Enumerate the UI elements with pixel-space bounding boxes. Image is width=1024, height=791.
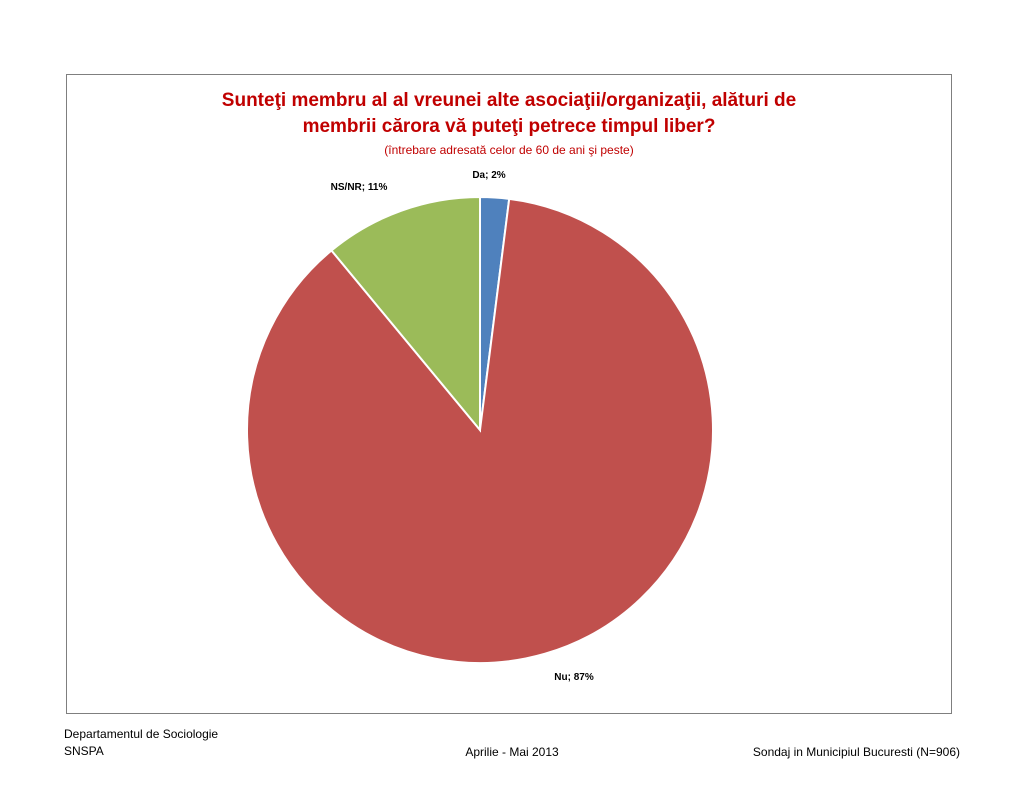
footer-department: Departamentul de Sociologie SNSPA: [64, 726, 218, 760]
footer-period: Aprilie - Mai 2013: [465, 745, 559, 759]
footer-dept-name: Departamentul de Sociologie: [64, 727, 219, 741]
pie-label-nu: Nu; 87%: [554, 672, 594, 683]
chart-frame: [66, 74, 952, 714]
chart-subtitle: (întrebare adresată celor de 60 de ani ş…: [384, 143, 634, 157]
pie-label-da: Da; 2%: [472, 170, 505, 181]
chart-title: Sunteţi membru al al vreunei alte asocia…: [66, 88, 952, 140]
footer-dept-institution: SNSPA: [64, 744, 104, 758]
pie-slice-ns-nr: [330, 195, 481, 433]
chart-title-line2: membrii cărora vă puteţi petrece timpul …: [302, 116, 716, 137]
pie-label-ns-nr: NS/NR; 11%: [331, 182, 388, 193]
footer-survey: Sondaj in Municipiul Bucuresti (N=906): [752, 745, 960, 759]
chart-title-line1: Sunteţi membru al al vreunei alte asocia…: [221, 90, 797, 111]
